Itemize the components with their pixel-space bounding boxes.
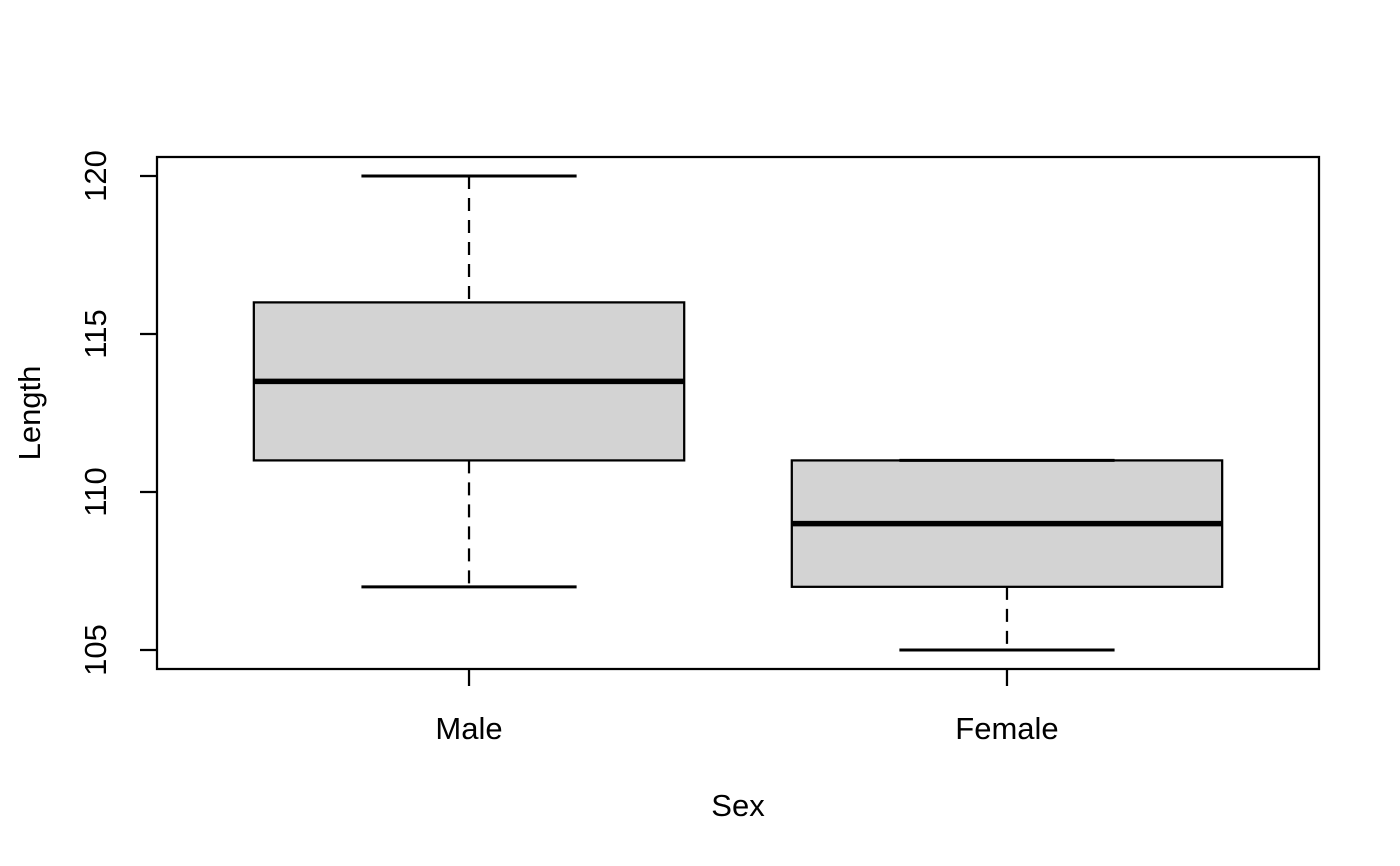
x-tick-label-male: Male — [435, 711, 502, 746]
x-axis-title: Sex — [711, 788, 765, 823]
y-tick-label: 115 — [78, 309, 113, 358]
y-tick-label: 105 — [78, 624, 113, 676]
y-tick-label: 120 — [78, 150, 113, 202]
x-tick-label-female: Female — [955, 711, 1058, 746]
y-tick-label: 110 — [78, 467, 113, 516]
y-axis-title: Length — [12, 365, 47, 461]
plot-border — [155, 155, 1321, 671]
